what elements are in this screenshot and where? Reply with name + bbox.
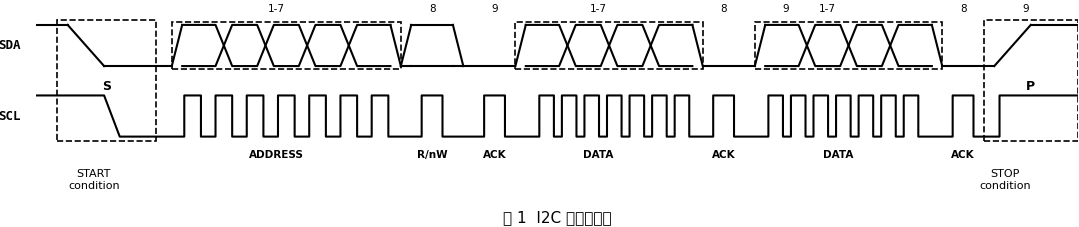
Text: 1-7: 1-7 [268, 4, 285, 14]
Text: 8: 8 [721, 4, 727, 14]
Text: R/nW: R/nW [416, 150, 448, 160]
Text: 8: 8 [428, 4, 436, 14]
Text: 9: 9 [1022, 4, 1029, 14]
Bar [172, 22, 400, 69]
Text: ADDRESS: ADDRESS [248, 150, 303, 160]
Text: STOP
condition: STOP condition [979, 169, 1030, 190]
Text: 8: 8 [959, 4, 967, 14]
Text: DATA: DATA [823, 150, 853, 160]
Text: SCL: SCL [0, 110, 21, 123]
Text: P: P [1026, 80, 1036, 93]
Text: 1-7: 1-7 [819, 4, 836, 14]
Text: ACK: ACK [712, 150, 736, 160]
Text: 1-7: 1-7 [590, 4, 607, 14]
Text: 图 1  I2C 读写时序图: 图 1 I2C 读写时序图 [503, 210, 612, 225]
Text: S: S [103, 80, 111, 93]
Text: ACK: ACK [952, 150, 975, 160]
Text: DATA: DATA [584, 150, 614, 160]
Text: 9: 9 [782, 4, 790, 14]
Text: START
condition: START condition [68, 169, 120, 190]
Bar [516, 22, 702, 69]
Bar [57, 20, 156, 141]
Bar [984, 20, 1078, 141]
Text: SDA: SDA [0, 39, 21, 52]
Text: 9: 9 [491, 4, 497, 14]
Bar [755, 22, 942, 69]
Text: ACK: ACK [482, 150, 506, 160]
